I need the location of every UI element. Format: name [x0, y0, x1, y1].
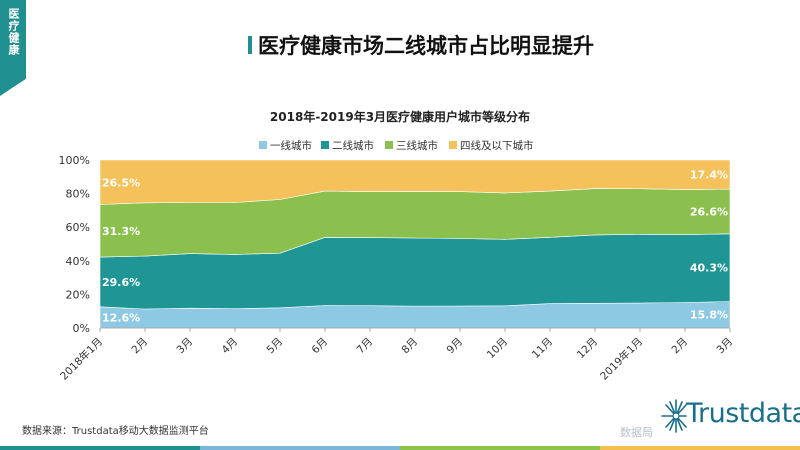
page-title: 医疗健康市场二线城市占比明显提升 — [258, 34, 594, 58]
legend-label: 三线城市 — [396, 139, 438, 152]
legend-swatch — [259, 141, 267, 149]
y-tick-label: 80% — [66, 188, 90, 201]
data-label: 26.5% — [102, 176, 140, 189]
x-tick-label: 9月 — [444, 336, 465, 357]
strip-segment — [400, 446, 600, 450]
x-tick-label: 6月 — [309, 336, 330, 357]
x-tick-label: 2月 — [129, 336, 150, 357]
strip-segment — [0, 446, 200, 450]
data-label: 31.3% — [102, 225, 140, 238]
data-source-note: 数据来源：Trustdata移动大数据监测平台 — [22, 426, 209, 437]
legend-swatch — [385, 141, 393, 149]
sunburst-logo-icon — [661, 399, 687, 433]
data-label: 26.6% — [690, 205, 728, 218]
data-label: 40.3% — [690, 262, 728, 275]
x-tick-label: 2月 — [669, 336, 690, 357]
data-label: 12.6% — [102, 311, 140, 324]
legend-label: 四线及以下城市 — [460, 139, 534, 152]
legend-swatch — [449, 141, 457, 149]
data-label: 15.8% — [690, 309, 728, 322]
area-series-3 — [99, 159, 731, 205]
data-label: 17.4% — [690, 169, 728, 182]
y-tick-label: 0% — [73, 322, 90, 335]
legend-label: 一线城市 — [270, 139, 312, 152]
x-tick-label: 8月 — [399, 336, 420, 357]
strip-segment — [600, 446, 800, 450]
bottom-color-strip — [0, 446, 800, 450]
legend-label: 二线城市 — [332, 139, 374, 152]
strip-segment — [200, 446, 400, 450]
x-tick-label: 3月 — [714, 336, 735, 357]
title-accent-bar — [248, 36, 252, 54]
x-tick-label: 4月 — [219, 336, 240, 357]
y-tick-label: 60% — [66, 221, 90, 234]
y-tick-label: 20% — [66, 288, 90, 301]
corner-tab: 医疗健康 — [0, 0, 26, 96]
logo-text: Trustdata — [686, 398, 800, 429]
x-tick-label: 7月 — [354, 336, 375, 357]
x-tick-label: 3月 — [174, 336, 195, 357]
watermark: 数据局 — [620, 426, 653, 439]
data-label: 29.6% — [102, 276, 140, 289]
y-tick-label: 40% — [66, 255, 90, 268]
x-tick-label: 2018年1月 — [57, 335, 105, 383]
chart-title: 2018年-2019年3月医疗健康用户城市等级分布 — [270, 109, 530, 124]
x-tick-label: 10月 — [485, 336, 510, 361]
y-tick-label: 100% — [59, 154, 90, 167]
x-tick-label: 11月 — [530, 336, 555, 361]
legend-swatch — [321, 141, 329, 149]
x-tick-label: 5月 — [264, 336, 285, 357]
corner-tab-label: 医疗健康 — [7, 8, 20, 56]
x-tick-label: 12月 — [575, 336, 600, 361]
x-tick-label: 2019年1月 — [597, 335, 645, 383]
